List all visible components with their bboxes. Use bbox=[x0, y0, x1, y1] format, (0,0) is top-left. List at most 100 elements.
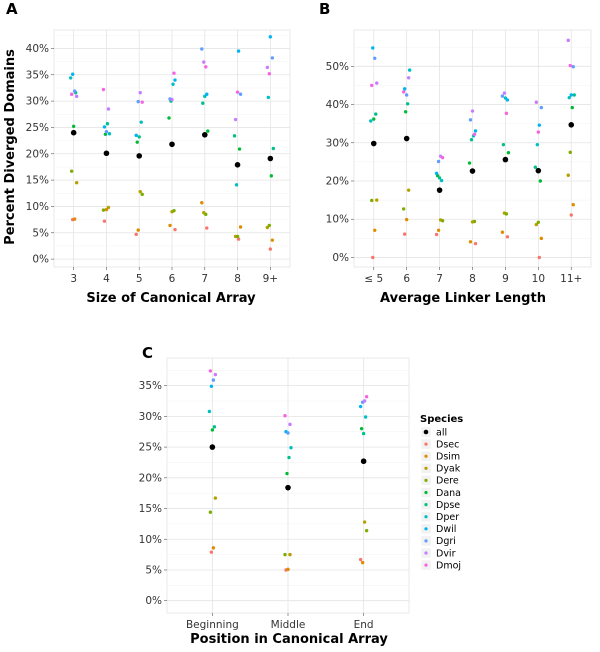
legend-label: Dyak bbox=[436, 464, 461, 475]
point-dere bbox=[267, 223, 272, 228]
legend-key-dot bbox=[424, 527, 428, 531]
point-dyak bbox=[375, 198, 379, 202]
panel-a-y-ticks: 0% 5% 10% 15% 20% 25% 30% 35% 40% bbox=[26, 43, 54, 266]
legend-item-dvir: Dvir bbox=[420, 547, 456, 559]
legend-label: Dvir bbox=[436, 548, 456, 559]
point-dwil bbox=[371, 46, 375, 50]
y-tick-label: 25% bbox=[139, 442, 162, 454]
x-tick-label: Middle bbox=[271, 619, 306, 631]
point-dsec bbox=[173, 227, 177, 232]
point-dwil bbox=[205, 92, 209, 96]
point-dgri bbox=[270, 56, 275, 60]
x-tick-label: 11+ bbox=[560, 273, 582, 285]
legend-item-dyak: Dyak bbox=[420, 463, 461, 475]
legend-key-dot bbox=[424, 490, 428, 495]
panel-c-x-ticks: Beginning Middle End bbox=[186, 613, 374, 631]
legend-item-dsec: Dsec bbox=[420, 438, 459, 450]
point-dpse bbox=[437, 176, 442, 180]
point-dper bbox=[407, 68, 412, 72]
panel-a-letter: A bbox=[6, 0, 18, 18]
point-dmoj bbox=[472, 132, 477, 137]
legend-label: all bbox=[436, 427, 447, 438]
point-dwil bbox=[173, 78, 177, 82]
x-tick-label: 6 bbox=[169, 273, 176, 285]
panel-a-y-axis-title: Percent Diverged Domains bbox=[3, 49, 18, 245]
point-dvir bbox=[534, 100, 539, 104]
point-dpse bbox=[137, 135, 141, 139]
x-tick-label: 7 bbox=[201, 273, 208, 285]
point-dana bbox=[372, 117, 376, 121]
legend-label: Dana bbox=[436, 488, 461, 499]
point-dere bbox=[440, 219, 445, 223]
legend-key-dot bbox=[424, 466, 428, 470]
x-tick-label: 9 bbox=[502, 273, 509, 285]
x-tick-label: 6 bbox=[403, 273, 410, 285]
point-dsim bbox=[500, 230, 505, 234]
point-dsec bbox=[371, 255, 375, 260]
point-dgri bbox=[373, 56, 377, 60]
point-dere bbox=[370, 198, 374, 203]
panel-b: B 0% 10% 20% 30% 40% 50% ≤ 5 6 7 8 9 10 11+ Average… bbox=[319, 0, 592, 306]
point-dper bbox=[439, 178, 444, 183]
point-dsec bbox=[434, 232, 439, 237]
point-dpse bbox=[201, 101, 205, 105]
point-dana bbox=[237, 147, 242, 151]
point-dere bbox=[235, 234, 240, 239]
point-dgri bbox=[211, 378, 216, 382]
point-dyak bbox=[362, 520, 367, 524]
point-all bbox=[209, 444, 216, 450]
y-tick-label: 10% bbox=[26, 201, 49, 213]
point-dmoj bbox=[568, 63, 572, 68]
legend-key-dot bbox=[424, 442, 428, 446]
legend-label: Dper bbox=[436, 512, 459, 523]
panel-b-grid bbox=[353, 29, 592, 268]
point-dsim bbox=[286, 567, 290, 572]
legend-item-dgri: Dgri bbox=[420, 535, 456, 547]
legend-key-dot bbox=[424, 551, 428, 555]
y-tick-label: 50% bbox=[326, 61, 349, 73]
point-dana bbox=[570, 105, 574, 110]
point-dmoj bbox=[370, 83, 374, 88]
point-dyak bbox=[265, 225, 270, 230]
point-all bbox=[70, 129, 77, 136]
point-dgri bbox=[571, 64, 575, 69]
point-dper bbox=[567, 95, 571, 100]
point-dmoj bbox=[504, 111, 509, 116]
point-dsec bbox=[537, 255, 542, 260]
x-tick-label: 10 bbox=[532, 273, 545, 285]
legend-key-dot bbox=[424, 454, 428, 458]
y-tick-label: 30% bbox=[326, 137, 349, 149]
legend-key-dot bbox=[424, 503, 428, 507]
point-dper bbox=[107, 132, 112, 136]
point-dvir bbox=[288, 422, 292, 427]
point-dvir bbox=[233, 117, 238, 122]
point-dana bbox=[403, 110, 408, 114]
point-dyak bbox=[106, 205, 111, 210]
point-dana bbox=[285, 471, 289, 476]
point-dper bbox=[289, 446, 293, 450]
y-tick-label: 10% bbox=[326, 214, 349, 226]
point-dere bbox=[204, 212, 208, 217]
point-dpse bbox=[271, 146, 276, 151]
point-dwil bbox=[569, 93, 573, 97]
panel-b-points bbox=[369, 38, 576, 260]
y-tick-label: 10% bbox=[139, 534, 162, 546]
species-legend: Species allDsecDsimDyakDereDanaDpseDperD… bbox=[420, 414, 463, 571]
legend-item-dpse: Dpse bbox=[420, 499, 460, 511]
y-tick-label: 5% bbox=[32, 227, 49, 239]
point-dpse bbox=[232, 134, 237, 138]
point-dere bbox=[504, 212, 509, 216]
point-dsim bbox=[539, 236, 544, 241]
legend-item-dsim: Dsim bbox=[420, 450, 460, 463]
point-dpse bbox=[572, 93, 576, 97]
point-dsim bbox=[571, 202, 575, 207]
y-tick-label: 30% bbox=[26, 96, 49, 108]
point-dsec bbox=[505, 235, 510, 239]
point-dana bbox=[467, 161, 472, 165]
point-dvir bbox=[375, 81, 379, 85]
point-dana bbox=[167, 116, 171, 120]
point-dsec bbox=[205, 226, 209, 230]
x-tick-label: 3 bbox=[70, 273, 77, 285]
y-tick-label: 35% bbox=[26, 69, 49, 81]
point-dgri bbox=[500, 94, 505, 98]
